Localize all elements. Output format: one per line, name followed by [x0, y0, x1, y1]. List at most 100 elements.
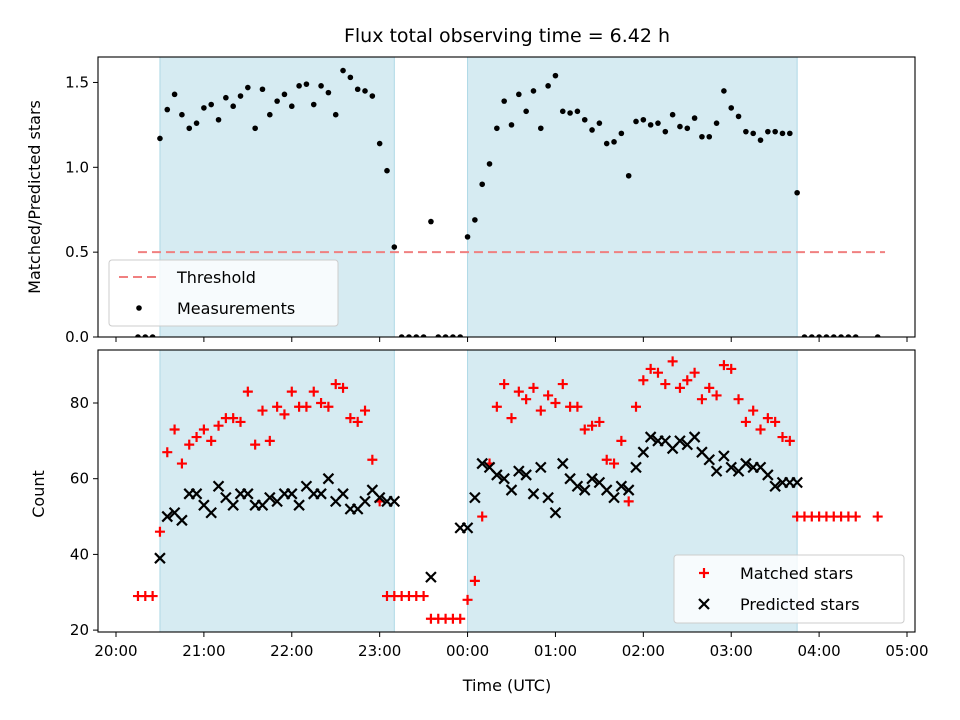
measurement-point	[823, 334, 830, 337]
matched-star-point	[154, 526, 165, 537]
measurement-point	[523, 108, 529, 115]
predicted-star-point	[586, 472, 598, 485]
measurement-point	[362, 88, 368, 94]
measurement-point	[808, 334, 815, 337]
predicted-star-point	[373, 491, 386, 504]
top-y-tick-label: 1.5	[65, 73, 89, 91]
measurement-point	[310, 101, 317, 108]
predicted-star-point	[556, 457, 569, 470]
matched-star-point	[770, 416, 781, 427]
measurement-point	[186, 125, 193, 132]
measurement-point	[245, 84, 251, 91]
predicted-star-point	[644, 431, 657, 443]
measurement-point	[171, 91, 178, 98]
predicted-star-point	[476, 457, 488, 470]
x-tick-label: 00:00	[446, 642, 489, 660]
measurement-point	[750, 130, 756, 137]
matched-star-point	[338, 382, 349, 393]
measurement-point	[640, 116, 647, 123]
matched-star-point	[191, 432, 202, 443]
bottom-legend: Matched stars Predicted stars	[673, 554, 905, 624]
measurement-point	[332, 111, 339, 118]
matched-star-point	[689, 367, 700, 378]
matched-star-point	[477, 511, 488, 522]
measurement-point	[142, 334, 149, 337]
top-legend: Threshold Measurements	[108, 259, 339, 327]
measurement-point	[735, 113, 742, 120]
matched-star-point	[609, 458, 620, 469]
legend-threshold-label: Threshold	[176, 268, 256, 287]
predicted-star-point	[322, 472, 335, 485]
bottom-panel: 20 40 60 80 20:00 21:00 22:00 23:00 00:00 01:00 02…	[70, 349, 929, 660]
matched-star-point	[777, 432, 788, 443]
x-tick-label: 01:00	[534, 642, 577, 660]
matched-star-point	[206, 435, 217, 446]
matched-star-point	[316, 397, 327, 408]
x-tick-label: 05:00	[885, 642, 928, 660]
measurement-point	[420, 334, 427, 337]
bottom-y-tick-label: 20	[70, 621, 89, 639]
matched-star-point	[506, 413, 517, 424]
x-tick-label: 03:00	[710, 642, 753, 660]
measurement-point	[706, 133, 713, 140]
measurement-point	[457, 334, 464, 337]
predicted-star-point	[227, 499, 239, 511]
measurement-point	[581, 116, 588, 123]
measurement-point	[743, 128, 749, 135]
predicted-star-point	[425, 571, 437, 583]
measurement-point	[655, 120, 661, 126]
measurement-point	[450, 334, 456, 337]
x-tick-label: 23:00	[358, 642, 401, 660]
matched-star-point	[726, 363, 737, 374]
matched-star-point	[623, 496, 634, 507]
measurement-point	[259, 86, 266, 93]
predicted-star-point	[205, 506, 217, 519]
top-plot-area	[135, 67, 886, 337]
predicted-star-point	[688, 431, 701, 443]
measurement-point	[625, 172, 632, 179]
measurement-point	[874, 334, 881, 337]
matched-star-point	[301, 401, 312, 412]
measurement-point	[281, 91, 288, 98]
chart-title: Flux total observing time = 6.42 h	[344, 25, 670, 47]
predicted-star-point	[740, 457, 752, 470]
predicted-star-point	[513, 465, 525, 477]
measurement-point	[787, 130, 793, 137]
predicted-star-point	[520, 469, 532, 481]
measurement-point	[149, 334, 156, 337]
measurement-point	[442, 334, 449, 337]
predicted-star-point	[359, 495, 371, 508]
measurement-point	[838, 334, 844, 337]
measurement-point	[537, 125, 544, 132]
matched-star-point	[587, 420, 598, 431]
measurement-point	[135, 334, 141, 337]
measurement-point	[728, 105, 735, 111]
matched-star-point	[557, 379, 568, 390]
legend-matched-label: Matched stars	[740, 564, 853, 583]
bottom-y-tick-label: 80	[70, 394, 89, 412]
measurement-point	[618, 130, 625, 137]
top-axes-frame	[97, 56, 916, 338]
legend-measurements-label: Measurements	[177, 299, 295, 318]
measurement-point	[596, 120, 603, 126]
predicted-star-point	[791, 476, 803, 489]
measurement-point	[669, 111, 676, 118]
matched-star-point	[272, 401, 283, 412]
matched-star-point	[718, 360, 729, 371]
measurement-point	[772, 128, 778, 135]
measurement-point	[464, 234, 471, 240]
x-tick-label: 02:00	[622, 642, 665, 660]
measurement-point	[552, 72, 559, 79]
predicted-star-point	[637, 446, 650, 458]
measurement-point	[318, 83, 324, 89]
legend-predicted-swatch	[698, 598, 710, 610]
measurement-point	[816, 334, 822, 337]
matched-star-point	[704, 382, 715, 393]
matched-star-point	[733, 394, 744, 405]
matched-star-point	[682, 375, 693, 386]
measurement-point	[765, 128, 771, 135]
x-tick-label: 22:00	[270, 642, 313, 660]
top-y-tick-label: 0.5	[65, 243, 89, 261]
matched-star-point	[169, 424, 180, 435]
measurement-point	[633, 118, 639, 125]
